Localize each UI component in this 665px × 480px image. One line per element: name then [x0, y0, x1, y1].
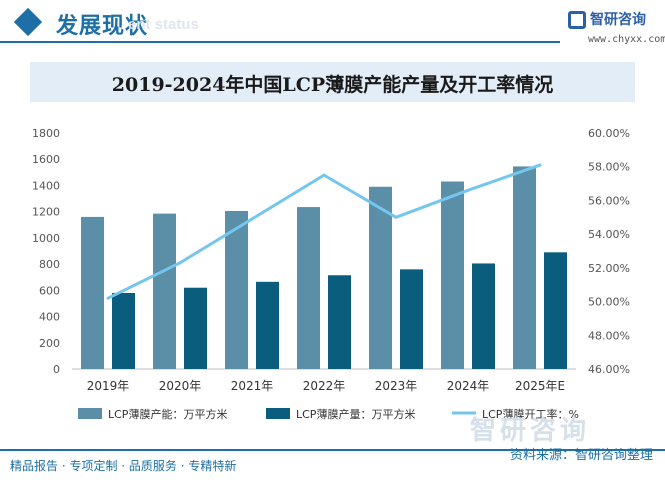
- legend-swatch-production: [266, 408, 290, 419]
- right-tick-label: 54.00%: [588, 228, 630, 241]
- right-tick-label: 48.00%: [588, 329, 630, 342]
- x-tick-label: 2020年: [159, 379, 202, 393]
- x-tick-label: 2025年E: [515, 379, 565, 393]
- watermark: 智研咨询: [470, 416, 591, 446]
- point-utilization-rate: [106, 296, 110, 300]
- chart-title-band: 2019-2024年中国LCP薄膜产能产量及开工率情况: [30, 62, 635, 102]
- right-tick-label: 50.00%: [588, 296, 630, 309]
- left-tick-label: 800: [39, 258, 60, 271]
- brand-logo-icon: [568, 11, 586, 29]
- x-tick-label: 2024年: [447, 379, 490, 393]
- point-utilization-rate: [394, 215, 398, 219]
- legend-label-capacity: LCP薄膜产能：万平方米: [108, 407, 227, 421]
- bar-production: [400, 269, 423, 369]
- left-tick-label: 200: [39, 337, 60, 350]
- bar-capacity: [513, 166, 536, 369]
- x-tick-label: 2021年: [231, 379, 274, 393]
- left-tick-label: 0: [53, 363, 60, 376]
- footer-divider: [0, 449, 665, 451]
- point-utilization-rate: [322, 173, 326, 177]
- header-diamond-icon: [13, 7, 43, 37]
- bar-production: [328, 275, 351, 369]
- legend-swatch-capacity: [78, 408, 102, 419]
- left-tick-label: 1800: [32, 127, 60, 140]
- footer-tagline: 精品报告 · 专项定制 · 品质服务 · 专精特新: [10, 459, 237, 473]
- brand-name: 智研咨询: [590, 12, 646, 28]
- bar-production: [184, 287, 207, 369]
- chart-title: 2019-2024年中国LCP薄膜产能产量及开工率情况: [111, 74, 554, 96]
- left-tick-label: 400: [39, 311, 60, 324]
- point-utilization-rate: [538, 163, 542, 167]
- bar-production: [544, 252, 567, 369]
- header-divider: [0, 41, 560, 43]
- page-header: 发展现状 ent status 智研咨询 www.chyxx.com: [0, 0, 665, 50]
- legend-label-rate: LCP薄膜开工率：%: [482, 407, 579, 421]
- bar-production: [112, 292, 135, 369]
- x-tick-label: 2022年: [303, 379, 346, 393]
- bar-capacity: [369, 186, 392, 369]
- bar-capacity: [441, 181, 464, 369]
- right-tick-label: 56.00%: [588, 194, 630, 207]
- right-tick-label: 60.00%: [588, 127, 630, 140]
- left-tick-label: 600: [39, 284, 60, 297]
- left-tick-label: 1400: [32, 179, 60, 192]
- right-tick-label: 46.00%: [588, 363, 630, 376]
- x-tick-label: 2023年: [375, 379, 418, 393]
- left-tick-label: 1000: [32, 232, 60, 245]
- point-utilization-rate: [466, 188, 470, 192]
- bar-capacity: [225, 211, 248, 369]
- legend-label-production: LCP薄膜产量：万平方米: [296, 407, 415, 421]
- page-subtitle: ent status: [128, 16, 199, 33]
- left-tick-label: 1600: [32, 153, 60, 166]
- x-tick-label: 2019年: [87, 379, 130, 393]
- bar-capacity: [153, 213, 176, 369]
- point-utilization-rate: [178, 261, 182, 265]
- chart: 0 200 400 600 800 1000 1200 1400 1600 1800 46.00% 4…: [32, 127, 630, 421]
- source-note: 资料来源：智研咨询整理: [509, 448, 653, 463]
- brand-url: www.chyxx.com: [588, 34, 665, 45]
- bar-production: [472, 263, 495, 369]
- right-tick-label: 52.00%: [588, 262, 630, 275]
- bar-production: [256, 281, 279, 369]
- point-utilization-rate: [250, 217, 254, 221]
- bar-capacity: [81, 216, 104, 369]
- right-tick-label: 58.00%: [588, 161, 630, 174]
- page-title: 发展现状: [56, 14, 149, 39]
- bar-capacity: [297, 207, 320, 369]
- left-tick-label: 1200: [32, 206, 60, 219]
